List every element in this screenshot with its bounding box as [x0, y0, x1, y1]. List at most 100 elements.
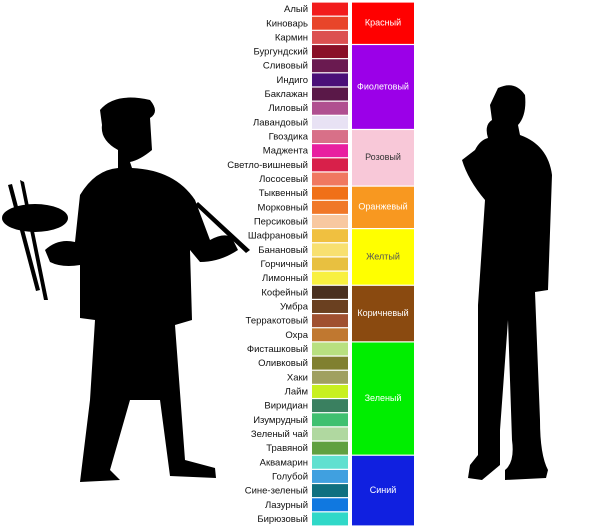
color-swatch [312, 469, 348, 483]
brush [195, 202, 250, 253]
color-name: Хаки [287, 372, 308, 383]
color-swatch [312, 328, 348, 342]
color-swatch [312, 441, 348, 455]
color-swatch [312, 498, 348, 512]
color-swatch [312, 512, 348, 526]
color-swatch [312, 59, 348, 73]
color-swatch [312, 484, 348, 498]
color-swatch [312, 73, 348, 87]
color-name: Лимонный [262, 273, 308, 284]
group-name: Фиолетовый [357, 81, 409, 91]
color-swatch [312, 2, 348, 16]
color-name: Светло-вишневый [227, 160, 308, 171]
color-swatch [312, 427, 348, 441]
group-name: Синий [370, 485, 397, 495]
color-swatch [312, 30, 348, 44]
color-swatch [312, 101, 348, 115]
color-name: Умбра [280, 302, 309, 313]
color-swatch [312, 172, 348, 186]
color-name: Персиковый [254, 217, 308, 228]
color-swatch [312, 45, 348, 59]
color-name: Изумрудный [253, 415, 308, 426]
color-name: Лиловый [268, 103, 308, 114]
color-name: Аквамарин [260, 457, 308, 468]
color-name: Лайм [285, 386, 308, 397]
color-swatch [312, 413, 348, 427]
color-swatch [312, 356, 348, 370]
color-name: Лососевый [259, 174, 308, 185]
color-name: Виридиан [264, 401, 308, 412]
color-name: Киноварь [266, 18, 308, 29]
color-swatch [312, 87, 348, 101]
color-swatch [312, 300, 348, 313]
color-swatch [312, 314, 348, 328]
group-name: Оранжевый [358, 202, 407, 212]
color-name: Бирюзовый [257, 514, 308, 525]
color-swatch [312, 257, 348, 271]
color-name: Травяной [266, 443, 308, 454]
color-swatch [312, 158, 348, 172]
color-swatch [312, 285, 348, 299]
group-block [352, 285, 414, 342]
color-name: Охра [285, 330, 308, 341]
color-name: Голубой [272, 471, 308, 482]
color-name: Гвоздика [269, 132, 309, 143]
color-swatch [312, 144, 348, 158]
group-name: Розовый [365, 152, 401, 162]
color-name: Терракотовый [246, 316, 308, 327]
color-swatch [312, 115, 348, 129]
group-block [352, 130, 414, 186]
color-name: Лавандовый [253, 117, 308, 128]
color-swatch [312, 384, 348, 398]
group-block [352, 2, 414, 44]
group-name: Красный [365, 18, 401, 28]
color-swatch [312, 271, 348, 285]
color-name: Зеленый чай [251, 429, 308, 440]
color-swatch [312, 130, 348, 144]
color-swatch [312, 215, 348, 228]
group-name: Коричневый [357, 308, 408, 318]
color-name: Индиго [277, 75, 308, 86]
group-block [352, 45, 414, 129]
group-block [352, 186, 414, 228]
group-block [352, 455, 414, 526]
color-name: Бургундский [254, 47, 308, 58]
color-name: Банановый [258, 245, 308, 256]
color-name: Горчичный [261, 259, 308, 270]
group-name: Зеленый [365, 393, 402, 403]
artist-body [45, 97, 238, 483]
color-name: Тыквенный [259, 188, 308, 199]
color-swatch [312, 16, 348, 30]
palette [2, 204, 68, 232]
thinker-body [462, 85, 552, 480]
color-swatch [312, 200, 348, 214]
color-name: Баклажан [265, 89, 309, 100]
color-swatch [312, 399, 348, 413]
color-table: Алый Киноварь Кармин Красный Бургундский Слив… [227, 2, 414, 526]
color-name: Сине-зеленый [245, 486, 308, 497]
color-swatch [312, 370, 348, 384]
color-name: Алый [284, 4, 308, 15]
color-swatch [312, 243, 348, 257]
color-name: Морковный [257, 202, 308, 213]
thinker-silhouette [462, 85, 552, 480]
color-swatch [312, 455, 348, 469]
group-block [352, 229, 414, 285]
color-swatch [312, 186, 348, 200]
group-name: Желтый [366, 251, 400, 261]
color-name: Фисташковый [247, 344, 308, 355]
color-name: Кофейный [261, 287, 308, 298]
color-name: Кармин [275, 32, 308, 43]
color-name: Лазурный [265, 500, 308, 511]
color-name: Шафрановый [248, 231, 308, 242]
artist-silhouette [2, 97, 250, 483]
color-name: Оливковый [258, 358, 308, 369]
brush [20, 180, 48, 300]
color-name: Маджента [263, 146, 309, 157]
color-swatch [312, 229, 348, 243]
group-block [352, 342, 414, 455]
color-swatch [312, 342, 348, 356]
brush [8, 184, 40, 291]
color-name: Сливовый [263, 61, 308, 72]
